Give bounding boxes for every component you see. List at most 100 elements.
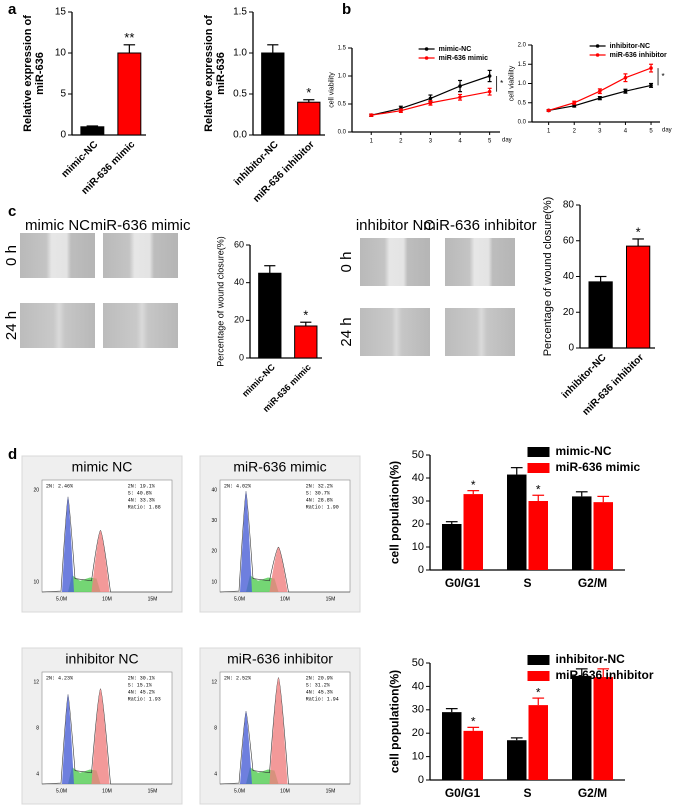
point	[572, 104, 577, 108]
legend-marker	[424, 56, 429, 60]
y-axis-title-box: Percentage of wound closure(%)	[541, 196, 554, 357]
flow-stat: S: 30.7%	[306, 490, 330, 496]
significance-mark: *	[303, 308, 308, 323]
error-bar	[123, 44, 136, 53]
bar	[507, 740, 527, 780]
significance-mark: *	[536, 685, 541, 699]
flow-plot-title: miR-636 mimic	[233, 459, 326, 475]
flow-y-tick-label: 30	[211, 518, 217, 524]
image-row-label: 0 h	[338, 252, 355, 273]
y-tick-label: 1.0	[233, 48, 247, 59]
y-tick-label: 50	[412, 449, 424, 461]
point	[598, 96, 602, 100]
y-axis-title: Percentage of wound closure(%)	[541, 196, 554, 357]
y-tick-label: 20	[412, 727, 424, 739]
point	[572, 100, 577, 105]
x-tick-label: G2/M	[578, 576, 607, 590]
y-tick-label: 40	[412, 472, 424, 484]
flow-peak-label: 2N: 2.52%	[224, 675, 251, 681]
flow-g1-peak	[240, 491, 252, 592]
error-bar	[575, 491, 588, 497]
flow-stat: 2N: 30.1%	[128, 675, 155, 681]
error-bar	[303, 99, 315, 103]
panel-label: d	[8, 446, 17, 463]
legend-label: miR-636 inhibitor	[556, 668, 654, 682]
error-bar	[597, 495, 610, 503]
flow-plot-title: mimic NC	[72, 459, 133, 475]
flow-stat: S: 15.1%	[128, 682, 152, 688]
bar	[80, 126, 105, 136]
flow-stat: S: 40.8%	[128, 490, 152, 496]
flow-x-tick-label: 5.0M	[56, 596, 67, 602]
point	[623, 89, 628, 93]
flow-x-tick-label: 10M	[280, 788, 290, 794]
x-tick-label: 5	[649, 129, 653, 135]
bar	[572, 675, 592, 780]
y-tick-label: 0	[418, 564, 424, 576]
flow-y-tick-label: 12	[33, 679, 39, 685]
y-tick-label: 40	[234, 277, 244, 287]
flow-peak-label: 2N: 2.46%	[46, 483, 73, 489]
error-bar	[445, 521, 458, 524]
x-axis-title: day	[662, 128, 672, 134]
error-bar	[445, 708, 458, 713]
wound-image	[20, 233, 95, 278]
panel-label: b	[342, 1, 351, 18]
x-tick-label: S	[523, 786, 531, 800]
bar	[572, 496, 592, 570]
significance-mark: **	[124, 30, 134, 45]
legend-label: miR-636 mimic	[439, 55, 489, 62]
wound-image	[445, 308, 515, 356]
y-tick-label: 10	[412, 751, 424, 763]
y-axis-title-box: Relative expression of miR-636	[202, 15, 227, 132]
x-tick-label: 5	[488, 139, 492, 145]
wound-image	[103, 303, 178, 348]
flow-histogram	[41, 688, 172, 785]
y-tick-label: 40	[563, 271, 575, 282]
wound-image	[360, 238, 430, 286]
x-tick-label: 2	[573, 129, 577, 135]
y-tick-label: 60	[563, 235, 575, 246]
y-tick-label: 0	[568, 343, 574, 354]
flow-x-tick-label: 10M	[280, 596, 290, 602]
y-axis-title: Relative expression of miR-636	[202, 15, 227, 132]
flow-g2-peak	[91, 688, 110, 784]
legend-label: mimic-NC	[439, 46, 472, 53]
flow-x-tick-label: 15M	[326, 596, 336, 602]
x-tick-label: miR-636 inhibitor	[251, 139, 317, 205]
flow-stat: 2N: 19.1%	[128, 483, 155, 489]
legend-label: miR-636 inhibitor	[610, 52, 667, 59]
bar	[463, 494, 483, 570]
flow-g2-peak	[91, 530, 110, 592]
y-axis-title: Relative expression of miR-636	[21, 15, 46, 132]
significance-mark: *	[471, 478, 476, 492]
y-tick-label: 2.0	[518, 43, 527, 49]
error-bar	[575, 668, 588, 676]
y-tick-label: 1.0	[338, 74, 347, 80]
point	[458, 95, 462, 100]
flow-x-tick-label: 15M	[148, 596, 158, 602]
error-bar	[594, 275, 607, 282]
flow-stat: Ratio: 1.90	[306, 504, 339, 510]
y-tick-label: 20	[412, 518, 424, 530]
legend-swatch	[527, 447, 550, 457]
y-tick-label: 30	[412, 495, 424, 507]
x-axis-title: day	[502, 138, 512, 144]
flow-stat: Ratio: 1.93	[128, 696, 161, 702]
flow-y-tick-label: 12	[211, 679, 217, 685]
bar	[626, 245, 651, 349]
wound-image	[20, 303, 95, 348]
flow-peak-label: 2N: 4.02%	[224, 483, 251, 489]
significance-mark: *	[500, 79, 503, 88]
legend-swatch	[527, 671, 550, 681]
error-bar	[510, 737, 523, 741]
y-tick-label: 15	[55, 7, 67, 18]
x-tick-label: 3	[598, 129, 602, 135]
x-tick-label: 4	[624, 129, 628, 135]
y-tick-label: 10	[55, 48, 67, 59]
y-axis-title: cell viability	[328, 72, 336, 108]
flow-y-tick-label: 8	[36, 725, 39, 731]
error-bar	[300, 321, 312, 326]
legend-marker	[424, 47, 429, 51]
